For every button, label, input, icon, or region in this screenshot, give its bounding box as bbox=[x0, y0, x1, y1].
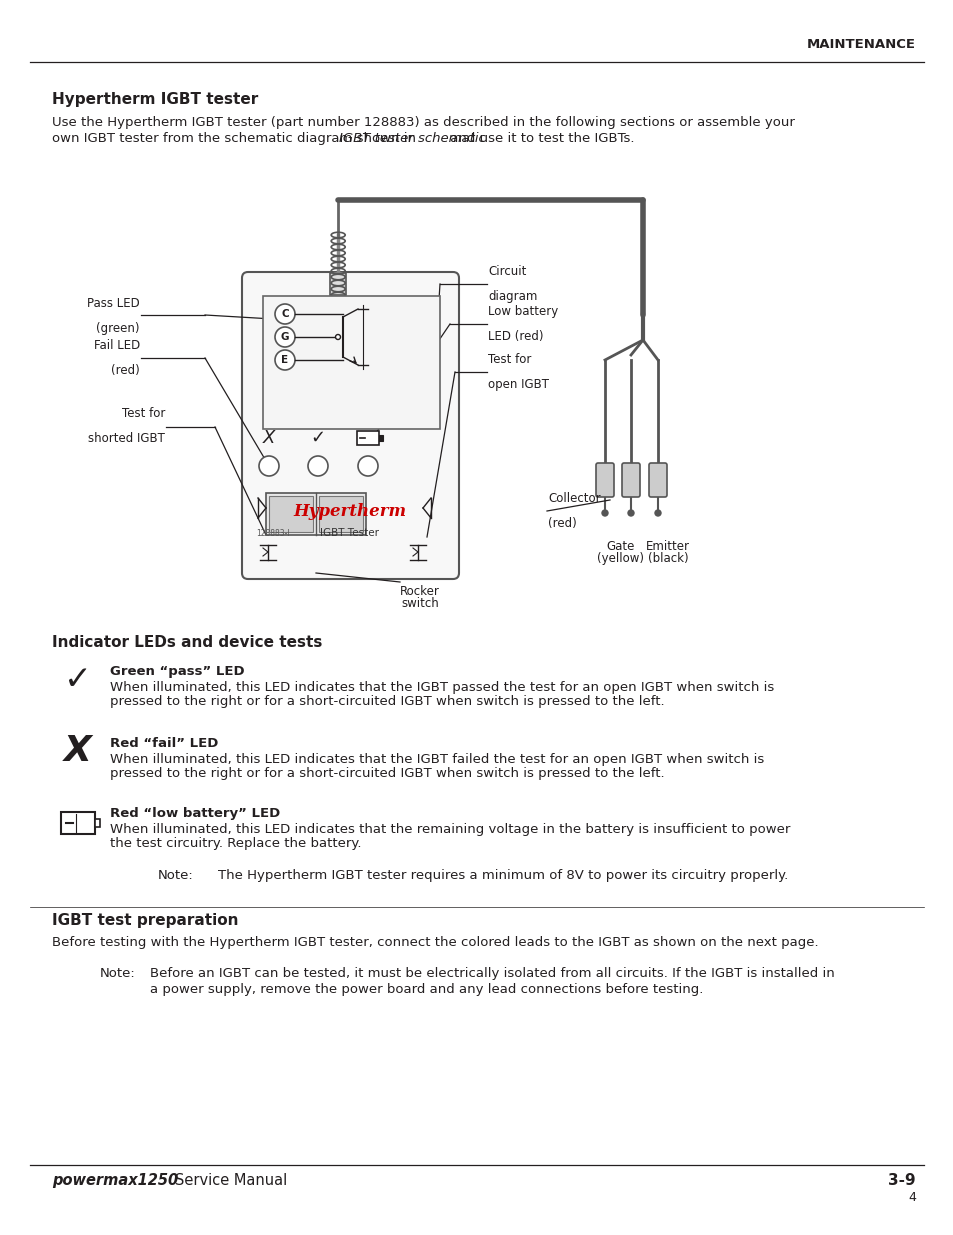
Bar bbox=[378, 435, 382, 441]
Bar bbox=[330, 273, 346, 295]
Text: Note:: Note: bbox=[100, 967, 135, 981]
Text: Hypertherm: Hypertherm bbox=[294, 503, 406, 520]
Circle shape bbox=[627, 510, 634, 516]
Text: the test circuitry. Replace the battery.: the test circuitry. Replace the battery. bbox=[110, 837, 361, 850]
Text: Rocker: Rocker bbox=[399, 585, 439, 598]
Text: a power supply, remove the power board and any lead connections before testing.: a power supply, remove the power board a… bbox=[150, 983, 702, 995]
Text: (black): (black) bbox=[647, 552, 688, 564]
Text: X: X bbox=[262, 429, 274, 447]
Text: ✓: ✓ bbox=[310, 429, 325, 447]
Text: When illuminated, this LED indicates that the IGBT passed the test for an open I: When illuminated, this LED indicates tha… bbox=[110, 680, 774, 694]
Text: LED (red): LED (red) bbox=[488, 330, 543, 343]
Bar bbox=[269, 496, 313, 532]
Text: Use the Hypertherm IGBT tester (part number 128883) as described in the followin: Use the Hypertherm IGBT tester (part num… bbox=[52, 116, 794, 128]
Text: X: X bbox=[64, 734, 91, 768]
Text: Circuit: Circuit bbox=[488, 266, 526, 278]
Text: Collector: Collector bbox=[547, 492, 600, 505]
Circle shape bbox=[258, 456, 278, 475]
Text: Hypertherm IGBT tester: Hypertherm IGBT tester bbox=[52, 91, 258, 107]
Text: IGBT test preparation: IGBT test preparation bbox=[52, 913, 238, 927]
Bar bbox=[266, 493, 366, 535]
Text: Red “fail” LED: Red “fail” LED bbox=[110, 737, 218, 750]
Text: 3-9: 3-9 bbox=[887, 1173, 915, 1188]
Bar bbox=[61, 811, 95, 834]
Text: (red): (red) bbox=[112, 364, 140, 377]
Text: (yellow): (yellow) bbox=[597, 552, 644, 564]
Text: 4: 4 bbox=[907, 1191, 915, 1204]
FancyBboxPatch shape bbox=[242, 272, 458, 579]
Bar bbox=[356, 431, 378, 445]
Circle shape bbox=[655, 510, 660, 516]
Text: Test for: Test for bbox=[121, 408, 165, 420]
Text: (green): (green) bbox=[96, 322, 140, 335]
Text: Emitter: Emitter bbox=[645, 540, 689, 553]
Bar bbox=[318, 496, 363, 532]
Text: pressed to the right or for a short-circuited IGBT when switch is pressed to the: pressed to the right or for a short-circ… bbox=[110, 695, 664, 708]
Text: Green “pass” LED: Green “pass” LED bbox=[110, 664, 244, 678]
Text: Before testing with the Hypertherm IGBT tester, connect the colored leads to the: Before testing with the Hypertherm IGBT … bbox=[52, 936, 818, 948]
Text: When illuminated, this LED indicates that the IGBT failed the test for an open I: When illuminated, this LED indicates tha… bbox=[110, 753, 763, 766]
Text: Indicator LEDs and device tests: Indicator LEDs and device tests bbox=[52, 635, 322, 650]
Text: The Hypertherm IGBT tester requires a minimum of 8V to power its circuitry prope: The Hypertherm IGBT tester requires a mi… bbox=[218, 869, 787, 882]
Text: C: C bbox=[281, 309, 289, 319]
FancyBboxPatch shape bbox=[621, 463, 639, 496]
Text: Before an IGBT can be tested, it must be electrically isolated from all circuits: Before an IGBT can be tested, it must be… bbox=[150, 967, 834, 981]
Text: ✓: ✓ bbox=[64, 662, 91, 695]
Text: E: E bbox=[281, 354, 288, 366]
Text: own IGBT tester from the schematic diagram shown in: own IGBT tester from the schematic diagr… bbox=[52, 132, 420, 144]
Circle shape bbox=[335, 335, 340, 340]
Text: powermax1250: powermax1250 bbox=[52, 1173, 178, 1188]
Text: diagram: diagram bbox=[488, 290, 537, 303]
Text: IGBT tester schematic: IGBT tester schematic bbox=[338, 132, 485, 144]
Text: Pass LED: Pass LED bbox=[87, 296, 140, 310]
FancyBboxPatch shape bbox=[263, 296, 439, 429]
Text: Note:: Note: bbox=[158, 869, 193, 882]
Text: Test for: Test for bbox=[488, 353, 531, 366]
Text: Red “low battery” LED: Red “low battery” LED bbox=[110, 806, 280, 820]
Text: Gate: Gate bbox=[606, 540, 635, 553]
Circle shape bbox=[274, 304, 294, 324]
Bar bbox=[95, 819, 100, 827]
Text: Fail LED: Fail LED bbox=[93, 338, 140, 352]
Text: pressed to the right or for a short-circuited IGBT when switch is pressed to the: pressed to the right or for a short-circ… bbox=[110, 767, 664, 781]
Text: (red): (red) bbox=[547, 517, 577, 530]
Text: switch: switch bbox=[400, 597, 438, 610]
Circle shape bbox=[357, 456, 377, 475]
Text: 128883-I: 128883-I bbox=[255, 529, 290, 537]
Circle shape bbox=[274, 327, 294, 347]
Text: Service Manual: Service Manual bbox=[174, 1173, 287, 1188]
Text: open IGBT: open IGBT bbox=[488, 378, 548, 391]
Text: MAINTENANCE: MAINTENANCE bbox=[806, 38, 915, 52]
Text: When illuminated, this LED indicates that the remaining voltage in the battery i: When illuminated, this LED indicates tha… bbox=[110, 823, 789, 836]
Circle shape bbox=[274, 350, 294, 370]
Text: shorted IGBT: shorted IGBT bbox=[88, 432, 165, 445]
Text: IGBT Tester: IGBT Tester bbox=[320, 529, 379, 538]
FancyBboxPatch shape bbox=[648, 463, 666, 496]
Text: Low battery: Low battery bbox=[488, 305, 558, 317]
Circle shape bbox=[308, 456, 328, 475]
Circle shape bbox=[601, 510, 607, 516]
Text: G: G bbox=[280, 332, 289, 342]
FancyBboxPatch shape bbox=[596, 463, 614, 496]
Text: and use it to test the IGBTs.: and use it to test the IGBTs. bbox=[446, 132, 634, 144]
